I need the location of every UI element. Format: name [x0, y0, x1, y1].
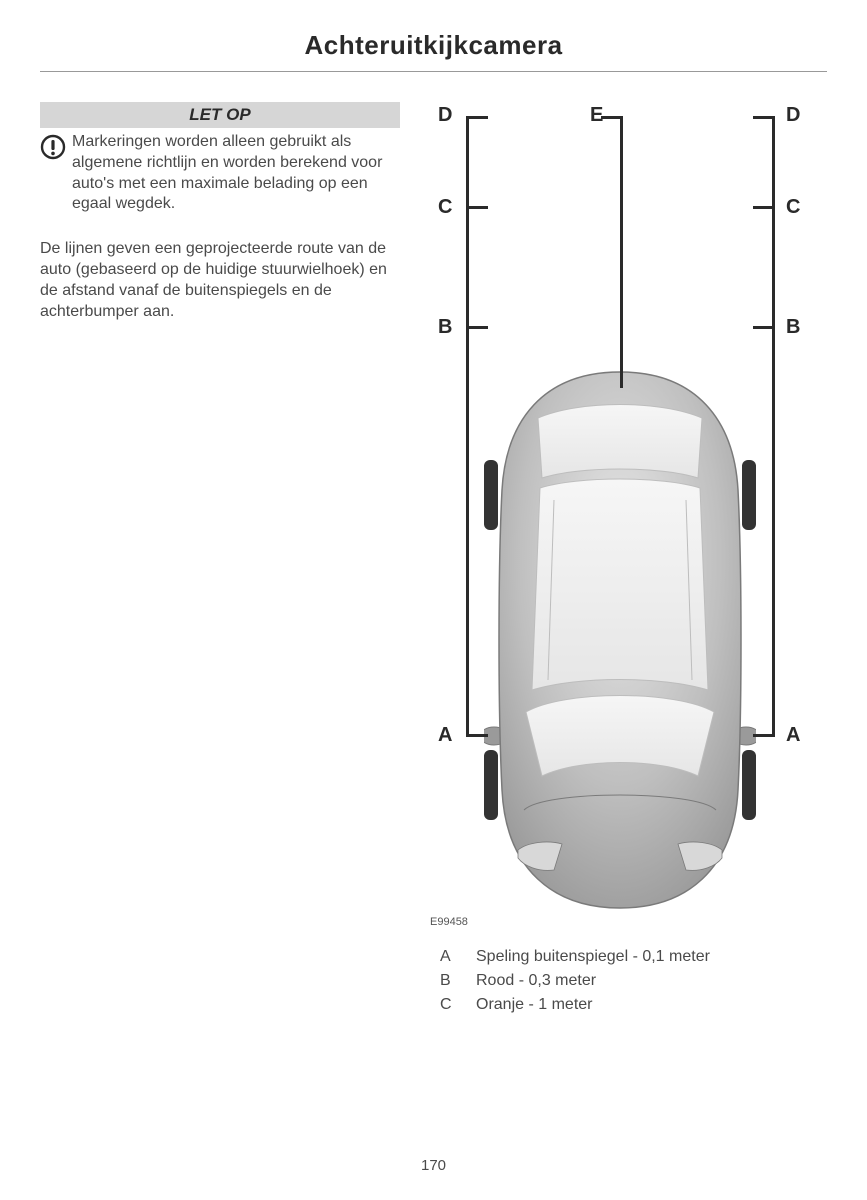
legend-row: ASpeling buitenspiegel - 0,1 meter	[420, 948, 827, 966]
title-rule	[40, 71, 827, 72]
car-illustration	[484, 370, 756, 910]
warning-icon	[40, 134, 66, 160]
guide-tick	[466, 734, 488, 737]
guide-tick	[753, 734, 775, 737]
guide-letter-b_right: B	[786, 316, 800, 339]
legend-row: BRood - 0,3 meter	[420, 972, 827, 990]
intro-paragraph: De lijnen geven een geprojecteerde route…	[40, 239, 400, 322]
guide-letter-d_right: D	[786, 104, 800, 127]
warning-body: Markeringen worden alleen gebruikt als a…	[40, 128, 400, 215]
legend-value: Oranje - 1 meter	[476, 996, 592, 1014]
camera-diagram: D E D C C B B A A E99458	[420, 102, 820, 932]
guide-tick	[466, 326, 488, 329]
warning-text: Markeringen worden alleen gebruikt als a…	[72, 132, 400, 215]
guide-tick	[753, 206, 775, 209]
legend-value: Speling buitenspiegel - 0,1 meter	[476, 948, 710, 966]
guide-tick	[601, 116, 623, 119]
warning-header: LET OP	[40, 102, 400, 128]
legend: ASpeling buitenspiegel - 0,1 meterBRood …	[420, 948, 827, 1014]
warning-box: LET OP Markeringen worden alleen gebruik…	[40, 102, 400, 215]
legend-key: B	[420, 972, 476, 990]
guide-line	[466, 116, 469, 736]
guide-line	[620, 116, 623, 388]
guide-letter-a_right: A	[786, 724, 800, 747]
guide-tick	[466, 116, 488, 119]
page-number: 170	[0, 1157, 867, 1174]
guide-letter-c_left: C	[438, 196, 452, 219]
content-columns: LET OP Markeringen worden alleen gebruik…	[40, 102, 827, 1020]
guide-letter-c_right: C	[786, 196, 800, 219]
legend-key: C	[420, 996, 476, 1014]
legend-value: Rood - 0,3 meter	[476, 972, 596, 990]
left-column: LET OP Markeringen worden alleen gebruik…	[40, 102, 400, 1020]
guide-letter-d_left: D	[438, 104, 452, 127]
guide-letter-e: E	[590, 104, 603, 127]
guide-tick	[753, 326, 775, 329]
page-title: Achteruitkijkcamera	[40, 30, 827, 71]
guide-tick	[466, 206, 488, 209]
legend-key: A	[420, 948, 476, 966]
guide-tick	[753, 116, 775, 119]
right-column: DEDCCBBAAE99458 ASpeling buitenspiegel -…	[420, 102, 827, 1020]
guide-letter-a_left: A	[438, 724, 452, 747]
diagram-caption: E99458	[430, 916, 468, 928]
guide-letter-b_left: B	[438, 316, 452, 339]
guide-line	[772, 116, 775, 736]
legend-row: COranje - 1 meter	[420, 996, 827, 1014]
